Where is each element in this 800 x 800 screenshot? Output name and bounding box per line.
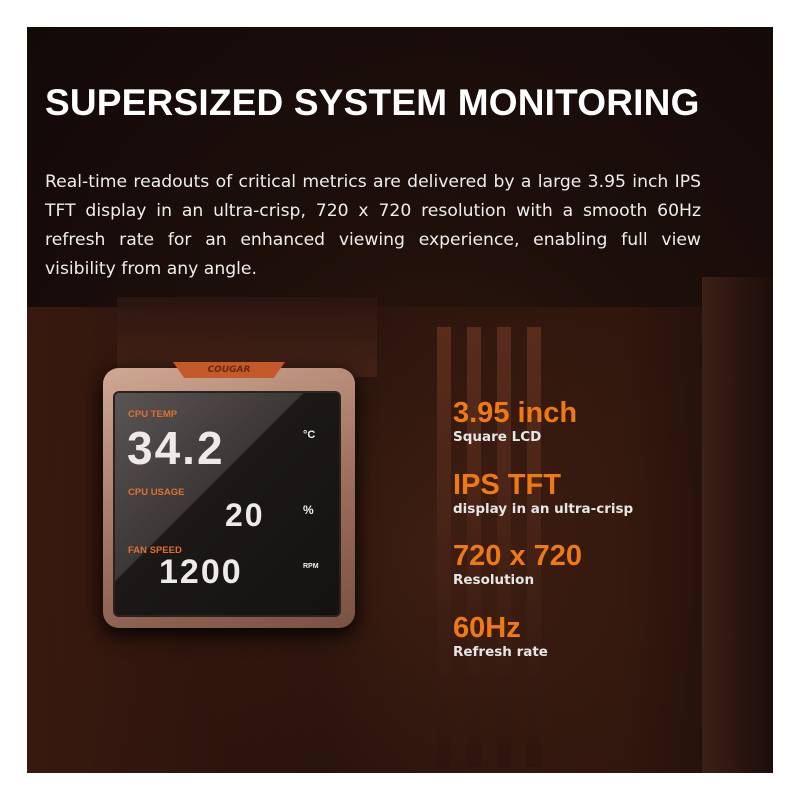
spec-sub: display in an ultra-crisp <box>453 501 634 517</box>
spec-resolution: 720 x 720 Resolution <box>453 540 582 588</box>
case-panel <box>702 277 773 773</box>
cpu-usage-value: 20 <box>225 497 265 533</box>
spec-headline: 3.95 inch <box>453 397 578 429</box>
brand-logo: COUGAR <box>173 362 285 378</box>
ram-stick <box>467 327 481 767</box>
page-title: SUPERSIZED SYSTEM MONITORING <box>45 82 700 123</box>
ram-stick <box>497 327 511 767</box>
spec-headline: 60Hz <box>453 612 521 644</box>
description: Real-time readouts of critical metrics a… <box>45 172 701 279</box>
fan-speed-label: FAN SPEED <box>128 545 182 556</box>
ram-stick <box>527 327 541 767</box>
ram-stick <box>437 327 451 767</box>
spec-size: 3.95 inch Square LCD <box>453 397 577 445</box>
pump-head: COUGAR CPU TEMP 34.2 °C CPU USAGE 20 % F… <box>103 362 355 628</box>
cpu-temp-unit: °C <box>303 429 316 441</box>
spec-sub: Square LCD <box>453 429 542 445</box>
spec-headline: 720 x 720 <box>453 540 583 572</box>
cpu-usage-unit: % <box>303 503 314 517</box>
fan-speed-unit: RPM <box>303 563 319 570</box>
spec-sub: Resolution <box>453 572 535 588</box>
fan-speed-value: 1200 <box>159 553 243 591</box>
spec-refresh-rate: 60Hz Refresh rate <box>453 612 548 660</box>
cpu-temp-value: 34.2 <box>127 422 225 474</box>
spec-panel-type: IPS TFT display in an ultra-crisp <box>453 469 633 517</box>
spec-sub: Refresh rate <box>453 644 548 660</box>
spec-headline: IPS TFT <box>453 469 561 501</box>
lcd-screen: CPU TEMP 34.2 °C CPU USAGE 20 % FAN SPEE… <box>113 391 341 617</box>
cpu-usage-label: CPU USAGE <box>128 487 185 498</box>
cpu-temp-label: CPU TEMP <box>128 409 178 420</box>
